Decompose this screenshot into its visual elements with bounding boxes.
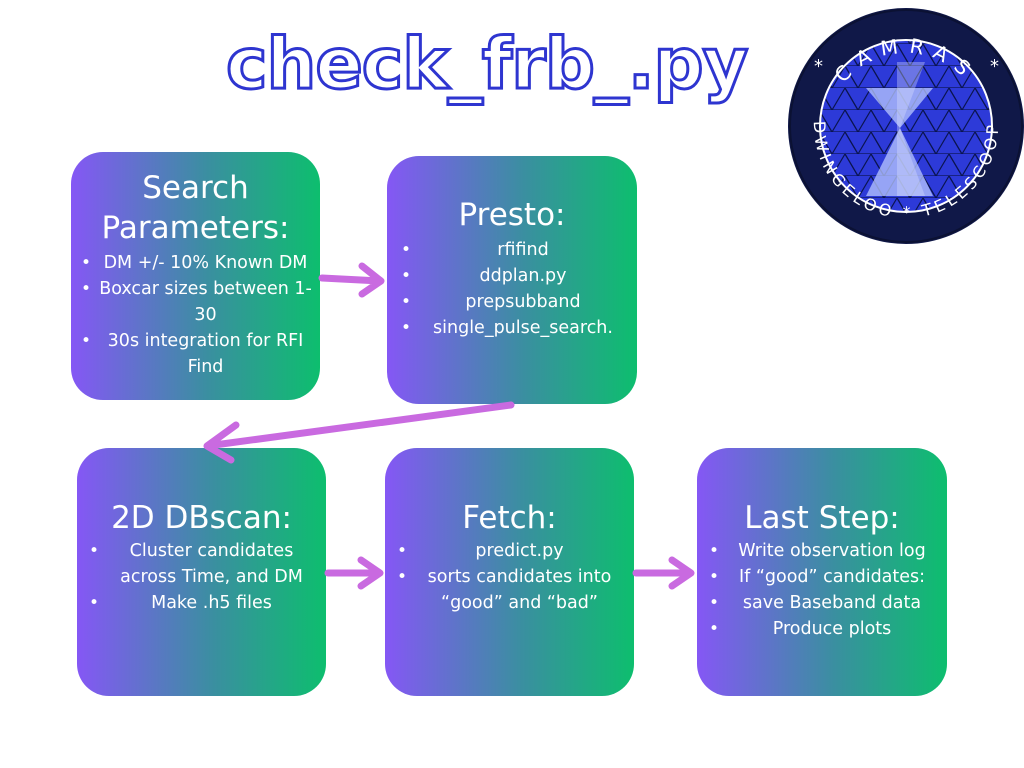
fetch-list: predict.py sorts candidates into “good” … [385,538,634,616]
logo-star-icon: * [990,56,999,77]
last-step-box: Last Step: Write observation log If “goo… [697,448,947,696]
search-parameters-list: DM +/- 10% Known DM Boxcar sizes between… [71,250,320,380]
dbscan-heading: 2D DBscan: [111,500,292,536]
list-item: DM +/- 10% Known DM [81,250,316,276]
arrow-dbscan-to-fetch [324,556,384,590]
list-item: Write observation log [709,538,941,564]
list-item: single_pulse_search. [401,315,631,341]
list-item: sorts candidates into “good” and “bad” [397,564,628,616]
search-parameters-box: Search Parameters: DM +/- 10% Known DM B… [71,152,320,400]
page-title: check_frb_.py [225,22,750,107]
list-item: If “good” candidates: [709,564,941,590]
list-item: ddplan.py [401,263,631,289]
fetch-heading: Fetch: [462,500,557,536]
dbscan-list: Cluster candidates across Time, and DM M… [77,538,326,616]
list-item: prepsubband [401,289,631,315]
arrow-fetch-to-last [632,556,695,590]
last-step-heading: Last Step: [744,500,900,536]
list-item: Produce plots [709,616,941,642]
logo-star-icon: * [814,56,823,77]
logo-bottom-text: DWINGELOO * TELESCOOP [810,121,1002,223]
arrow-search-to-presto [318,262,385,298]
list-item: 30s integration for RFI Find [81,328,316,380]
fetch-box: Fetch: predict.py sorts candidates into … [385,448,634,696]
presto-heading: Presto: [458,197,566,233]
list-item: save Baseband data [709,590,941,616]
search-parameters-heading: Search Parameters: [101,170,290,246]
last-step-list: Write observation log If “good” candidat… [697,538,947,642]
logo-top-text: CAMRAS [830,33,983,87]
list-item: Make .h5 files [89,590,320,616]
list-item: predict.py [397,538,628,564]
list-item: rfifind [401,237,631,263]
list-item: Cluster candidates across Time, and DM [89,538,320,590]
list-item: Boxcar sizes between 1-30 [81,276,316,328]
presto-list: rfifind ddplan.py prepsubband single_pul… [387,237,637,341]
dbscan-box: 2D DBscan: Cluster candidates across Tim… [77,448,326,696]
presto-box: Presto: rfifind ddplan.py prepsubband si… [387,156,637,404]
